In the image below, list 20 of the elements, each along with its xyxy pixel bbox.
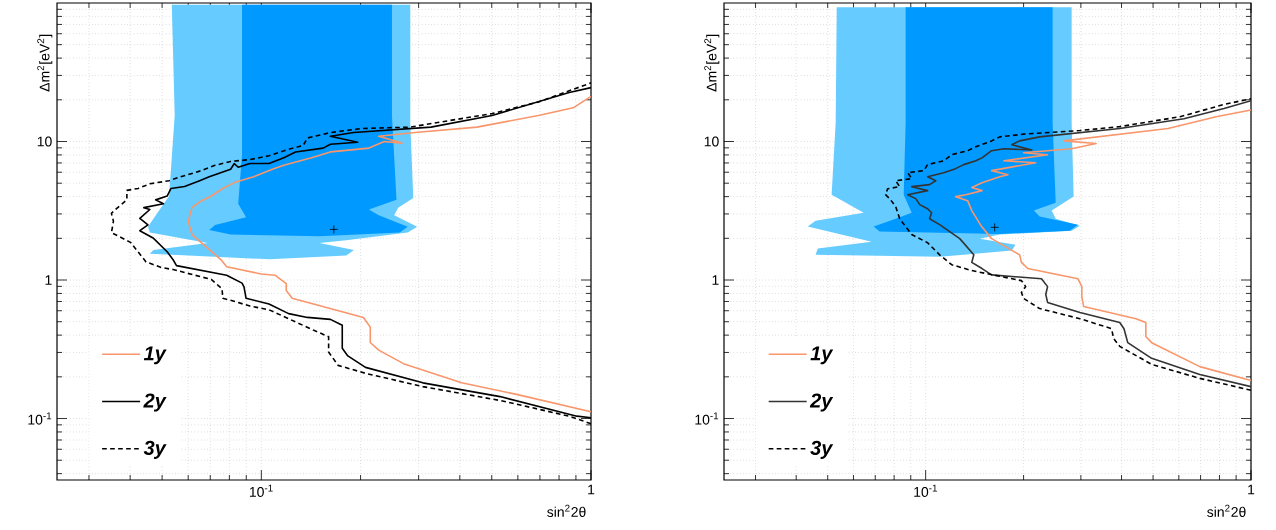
legend-label: 2y: [143, 393, 167, 412]
y-tick-label: 10$^{-1}$: [695, 412, 719, 425]
legend-label: 3y: [143, 440, 167, 459]
x-tick-label: 1: [588, 484, 595, 495]
legend-label: 2y: [809, 393, 834, 412]
y-axis-title: Δm$^{2}$[eV$^{2}$]: [704, 34, 720, 92]
x-axis-title: sin$^{2}$2θ: [547, 504, 586, 517]
legend-label: 3y: [810, 440, 834, 459]
legend-label: 1y: [143, 346, 167, 365]
y-tick-label: 1: [712, 275, 719, 285]
x-tick-label: 10$^{-1}$: [249, 484, 273, 497]
x-tick-label: 1: [1248, 484, 1255, 495]
y-tick-label: 10: [704, 136, 719, 147]
legend-label: 1y: [810, 346, 834, 365]
y-tick-label: 10: [37, 136, 52, 147]
x-axis-title: sin$^{2}$2θ: [1207, 504, 1246, 517]
x-tick-label: 10$^{-1}$: [914, 484, 937, 497]
y-tick-label: 1: [45, 275, 52, 285]
y-axis-title: Δm$^{2}$[eV$^{2}$]: [37, 34, 53, 92]
y-tick-label: 10$^{-1}$: [28, 412, 52, 425]
